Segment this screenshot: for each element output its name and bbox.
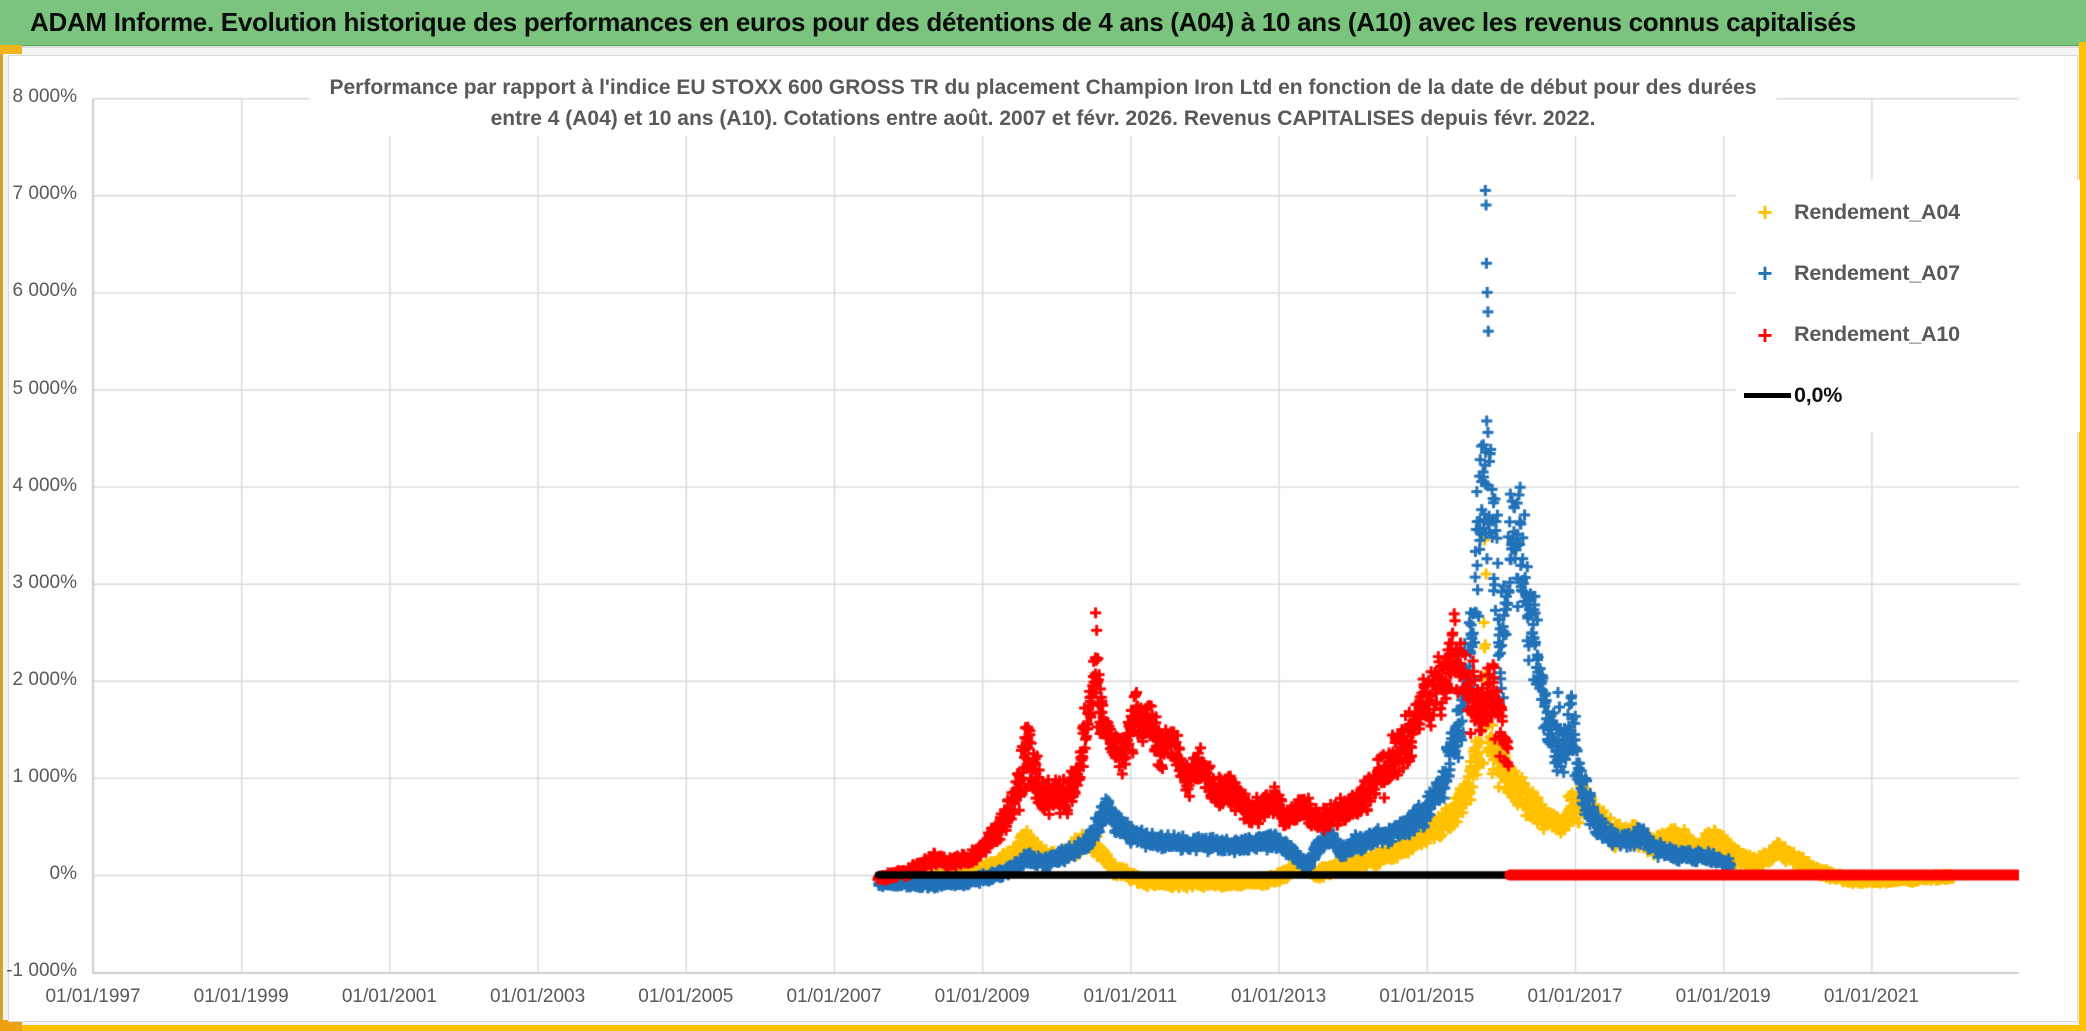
header-divider [22, 46, 2086, 48]
scatter-plot-canvas [9, 56, 2077, 1021]
plus-marker-icon: + [1757, 197, 1773, 227]
x-axis-label: 01/01/1999 [193, 986, 289, 1007]
legend-item-rendement-a04: + Rendement_A04 [1736, 186, 2080, 238]
x-axis-label: 01/01/2007 [786, 986, 882, 1007]
y-axis-label: 0% [49, 863, 77, 884]
y-axis-label: 2 000% [12, 668, 77, 690]
chart-card: Performance par rapport à l'indice EU ST… [6, 55, 2080, 1022]
x-axis-label: 01/01/2001 [341, 986, 437, 1007]
y-axis-label: 1 000% [12, 765, 77, 787]
gold-accent-square [0, 45, 22, 54]
y-axis-label: 6 000% [12, 280, 77, 302]
x-axis-label: 01/01/2019 [1675, 986, 1771, 1007]
x-axis-label: 01/01/2003 [490, 986, 586, 1007]
chart-title-line1: Performance par rapport à l'indice EU ST… [329, 76, 1757, 99]
legend-label: Rendement_A10 [1794, 322, 1960, 347]
chart-legend: + Rendement_A04 + Rendement_A07 + Rendement_A… [1736, 180, 2080, 432]
x-axis-label: 01/01/2011 [1083, 986, 1178, 1007]
chart-title-line2: entre 4 (A04) et 10 ans (A10). Cotations… [490, 107, 1596, 130]
x-axis-label: 01/01/2015 [1379, 986, 1475, 1007]
x-axis-label: 01/01/1997 [45, 986, 141, 1007]
x-axis-label: 01/01/2021 [1823, 986, 1919, 1007]
x-axis-label: 01/01/2017 [1527, 986, 1623, 1007]
y-axis-label: 3 000% [12, 571, 77, 593]
legend-label: Rendement_A07 [1794, 260, 1960, 285]
x-axis-label: 01/01/2013 [1231, 986, 1327, 1007]
legend-item-rendement-a07: + Rendement_A07 [1736, 247, 2080, 299]
legend-label: Rendement_A04 [1794, 199, 1960, 224]
plus-marker-icon: + [1757, 258, 1773, 289]
legend-item-0-0-: 0,0% [1736, 370, 2080, 422]
x-axis-label: 01/01/2005 [638, 986, 734, 1007]
legend-item-rendement-a10: + Rendement_A10 [1736, 309, 2080, 361]
y-axis-label: 7 000% [12, 183, 77, 205]
header-bar: ADAM Informe. Evolution historique des p… [0, 0, 2086, 46]
y-axis-label: 4 000% [12, 474, 77, 496]
chart-title: Performance par rapport à l'indice EU ST… [309, 70, 1777, 136]
right-gold-border [2079, 42, 2086, 1031]
bottom-gold-border [0, 1025, 2086, 1031]
left-gold-border [0, 54, 3, 1031]
page-title: ADAM Informe. Evolution historique des p… [30, 7, 1856, 37]
bottom-left-gold-block [0, 1020, 22, 1031]
y-axis-label: 5 000% [12, 377, 77, 399]
y-axis-label: -1 000% [6, 960, 77, 982]
plus-marker-icon: + [1757, 319, 1773, 350]
y-axis-label: 8 000% [12, 86, 77, 108]
x-axis-label: 01/01/2009 [934, 986, 1030, 1007]
line-swatch-icon [1744, 393, 1791, 399]
legend-label: 0,0% [1794, 383, 1843, 408]
